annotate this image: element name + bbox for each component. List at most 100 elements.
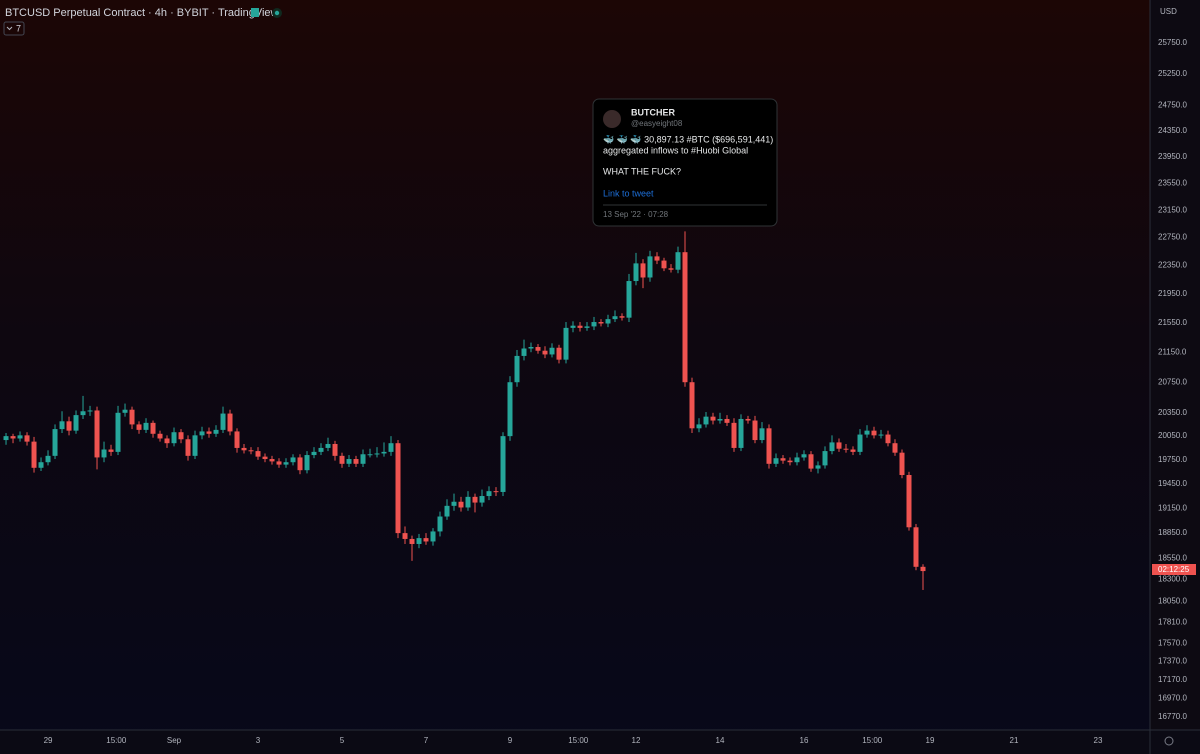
candle-body — [801, 454, 807, 458]
candle-body — [409, 538, 415, 544]
candle-body — [374, 453, 380, 455]
candle-body — [647, 256, 653, 278]
candle-body — [402, 533, 408, 539]
y-tick-label: 17810.0 — [1158, 617, 1187, 626]
candle-body — [66, 421, 72, 431]
candle-body — [164, 438, 170, 444]
candle-body — [87, 410, 93, 412]
y-tick-label: 21150.0 — [1158, 347, 1187, 356]
candle-body — [640, 263, 646, 278]
candle-body — [913, 527, 919, 567]
countdown: 02:12:25 — [1158, 565, 1190, 574]
candle-body — [787, 460, 793, 463]
tweet-link[interactable]: Link to tweet — [603, 188, 654, 198]
candle-body — [577, 325, 583, 328]
candle-body — [129, 409, 135, 425]
candle-body — [297, 457, 303, 471]
candle-body — [605, 319, 611, 324]
flag-icon — [251, 8, 259, 17]
y-tick-label: 22350.0 — [1158, 261, 1187, 270]
candle-body — [906, 475, 912, 528]
candle-body — [227, 413, 233, 432]
y-tick-label: 25750.0 — [1158, 38, 1187, 47]
x-tick-label: 3 — [256, 736, 261, 745]
x-tick-label: 12 — [632, 736, 641, 745]
x-tick-label: 29 — [44, 736, 53, 745]
candle-body — [731, 422, 737, 448]
candle-body — [150, 422, 156, 434]
candle-body — [360, 454, 366, 464]
candle-body — [206, 431, 212, 434]
candle-body — [283, 462, 289, 465]
tweet-text: 🐳 🐳 🐳 30,897.13 #BTC ($696,591,441) — [603, 134, 773, 144]
candle-body — [654, 256, 660, 261]
candle-body — [493, 491, 499, 493]
indicator-badge[interactable] — [3, 21, 25, 36]
x-tick-label: Sep — [167, 736, 182, 745]
candle-body — [115, 412, 121, 452]
settings-icon[interactable] — [1164, 736, 1174, 746]
x-tick-label: 23 — [1094, 736, 1103, 745]
candle-body — [689, 382, 695, 429]
candle-body — [423, 538, 429, 542]
candle-body — [269, 459, 275, 462]
symbol-title: BTCUSD Perpetual Contract · 4h · BYBIT ·… — [5, 7, 279, 19]
candle-body — [521, 348, 527, 356]
candle-body — [332, 443, 338, 456]
candle-body — [612, 316, 618, 320]
y-tick-label: 23550.0 — [1158, 178, 1187, 187]
y-tick-label: 21550.0 — [1158, 318, 1187, 327]
indicator-count[interactable]: 7 — [16, 23, 21, 33]
candle-body — [304, 455, 310, 471]
candle-body — [143, 422, 149, 430]
x-tick-label: 19 — [926, 736, 935, 745]
y-tick-label: 18550.0 — [1158, 553, 1187, 562]
candle-body — [780, 458, 786, 461]
tweet-text: aggregated inflows to #Huobi Global — [603, 145, 748, 155]
candle-body — [626, 281, 632, 318]
y-tick-label: 16770.0 — [1158, 712, 1187, 721]
tweet-box — [592, 98, 778, 227]
candle-body — [73, 415, 79, 431]
candle-body — [696, 424, 702, 429]
candle-body — [843, 448, 849, 450]
candle-body — [710, 416, 716, 421]
y-tick-label: 16970.0 — [1158, 693, 1187, 702]
candle-body — [542, 350, 548, 355]
candle-body — [563, 327, 569, 360]
candle-body — [598, 322, 604, 324]
candle-body — [395, 443, 401, 534]
candle-body — [717, 418, 723, 421]
candle-body — [367, 454, 373, 456]
x-tick-label: 7 — [424, 736, 429, 745]
candle-body — [745, 418, 751, 421]
x-tick-label: 14 — [716, 736, 725, 745]
candle-body — [766, 428, 772, 464]
candle-body — [899, 452, 905, 476]
tweet-date: 13 Sep '22 · 07:28 — [603, 210, 669, 219]
candle-body — [101, 449, 107, 458]
candle-body — [619, 316, 625, 318]
candle-body — [864, 430, 870, 435]
candle-body — [17, 435, 23, 439]
currency[interactable]: USD — [1160, 7, 1177, 16]
candle-body — [556, 347, 562, 360]
candle-body — [416, 538, 422, 544]
candle-body — [437, 516, 443, 532]
candle-body — [24, 435, 30, 442]
y-tick-label: 18050.0 — [1158, 596, 1187, 605]
candle-body — [633, 263, 639, 282]
x-tick-label: 16 — [800, 736, 809, 745]
candle-body — [759, 428, 765, 441]
candle-body — [822, 451, 828, 466]
candle-body — [241, 447, 247, 451]
candle-body — [570, 325, 576, 328]
candle-body — [591, 322, 597, 327]
candle-body — [234, 431, 240, 448]
candle-body — [430, 531, 436, 542]
candle-body — [262, 456, 268, 460]
candle-body — [346, 459, 352, 464]
candle-body — [122, 409, 128, 413]
candle-body — [353, 459, 359, 464]
